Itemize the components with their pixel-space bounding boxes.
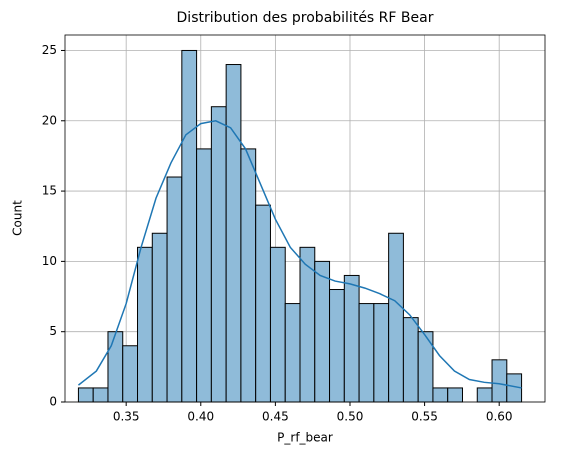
- bar: [491, 359, 508, 403]
- bar: [225, 64, 242, 403]
- bar: [210, 106, 227, 403]
- bar: [240, 148, 257, 403]
- y-tick-label: 20: [42, 113, 57, 127]
- bar: [107, 331, 124, 403]
- bar: [284, 303, 301, 403]
- chart-title: Distribution des probabilités RF Bear: [177, 10, 434, 26]
- bar: [181, 49, 198, 403]
- bar: [166, 176, 183, 403]
- x-tick-label: 0.40: [187, 410, 214, 424]
- y-tick-label: 15: [42, 184, 57, 198]
- x-tick-label: 0.35: [113, 410, 140, 424]
- bar: [255, 204, 271, 403]
- bar: [476, 387, 493, 403]
- kde-line: [77, 119, 522, 389]
- x-tick-label: 0.60: [486, 410, 513, 424]
- x-axis-label: P_rf_bear: [277, 431, 333, 445]
- bar: [196, 148, 212, 403]
- bar: [77, 387, 94, 403]
- y-tick-label: 0: [49, 395, 57, 409]
- bar: [402, 317, 419, 403]
- bar: [388, 232, 404, 403]
- bar: [432, 387, 449, 403]
- y-axis-label: Count: [11, 200, 25, 236]
- x-tick-label: 0.45: [262, 410, 289, 424]
- bar: [137, 246, 153, 403]
- plot-frame: [64, 34, 546, 403]
- bar: [151, 232, 168, 403]
- bar: [314, 260, 331, 403]
- y-tick-label: 25: [42, 43, 57, 57]
- x-tick-label: 0.55: [411, 410, 438, 424]
- bar: [122, 345, 139, 403]
- bar: [92, 387, 109, 403]
- y-tick-label: 5: [49, 324, 57, 338]
- x-tick-label: 0.50: [337, 410, 364, 424]
- bar: [329, 289, 345, 403]
- bar: [447, 387, 463, 403]
- bar: [269, 246, 286, 403]
- bar: [343, 274, 360, 403]
- bar: [373, 303, 390, 403]
- y-tick-label: 10: [42, 254, 57, 268]
- bar: [358, 303, 375, 403]
